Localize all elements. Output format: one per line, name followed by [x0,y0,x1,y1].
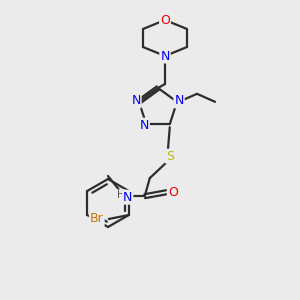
Text: N: N [160,50,170,62]
Text: S: S [166,150,174,163]
Text: N: N [131,94,141,107]
Text: O: O [160,14,170,26]
Text: N: N [123,191,132,204]
Text: O: O [168,186,178,199]
Text: Br: Br [90,212,104,226]
Text: N: N [174,94,184,107]
Text: H: H [117,190,124,200]
Text: N: N [140,119,149,132]
